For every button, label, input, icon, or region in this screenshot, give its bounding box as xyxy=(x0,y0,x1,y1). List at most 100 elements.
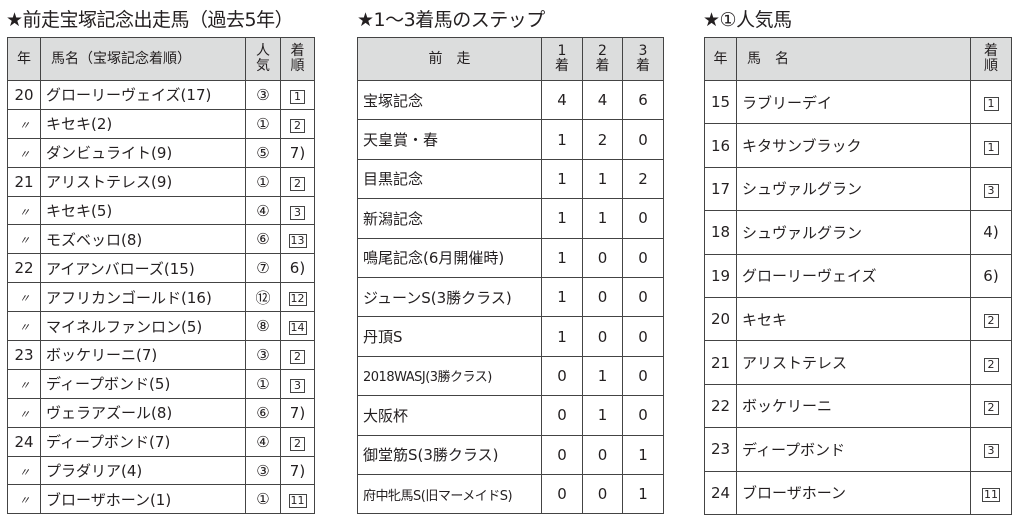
previous-race-cell-text: 御堂筋S(3勝クラス) xyxy=(363,446,499,465)
horse-name-cell: キセキ(5) xyxy=(40,195,246,226)
finish-cell: 2 xyxy=(280,340,315,370)
previous-race-cell: 2018WASJ(3勝クラス) xyxy=(357,355,542,397)
year-cell-text: 18 xyxy=(710,223,731,242)
year-cell-text: 〃 xyxy=(19,147,30,161)
popularity-cell: ③ xyxy=(245,80,281,110)
popularity-cell-text: ⑥ xyxy=(256,403,270,422)
year-cell-text: 〃 xyxy=(19,465,30,479)
second-count-cell: 0 xyxy=(582,276,623,318)
second-count-cell-text: 4 xyxy=(597,91,608,110)
popularity-cell: ① xyxy=(245,108,281,139)
table-row: 18 シュヴァルグラン 4) xyxy=(704,210,1012,255)
year-cell: 23 xyxy=(704,427,737,472)
second-count-cell-text: 1 xyxy=(597,169,608,188)
second-count-cell: 1 xyxy=(582,198,623,239)
popularity-cell: ⑫ xyxy=(245,282,281,313)
table-row: 新潟記念 1 1 0 xyxy=(357,198,664,239)
year-cell: 15 xyxy=(704,79,737,125)
finish-cell-text: 2 xyxy=(290,349,305,364)
finish-cell-text: 7) xyxy=(289,403,306,422)
popularity-cell: ⑦ xyxy=(245,253,281,284)
first-count-cell: 1 xyxy=(541,316,583,357)
popularity-cell-text: ① xyxy=(256,172,270,191)
previous-race-cell: 目黒記念 xyxy=(357,158,542,200)
finish-cell-text: 7) xyxy=(289,143,306,162)
third-count-cell: 1 xyxy=(622,473,664,515)
finish-cell: 2 xyxy=(970,383,1012,429)
horse-name-cell: ブローザホーン(1) xyxy=(40,484,246,515)
table-row: 〃 キセキ(5) ④ 3 xyxy=(7,195,315,226)
finish-cell-text: 11 xyxy=(288,494,307,509)
table-row: 〃 ブローザホーン(1) ① 11 xyxy=(7,484,315,515)
third-count-cell-text: 1 xyxy=(638,485,648,504)
previous-race-cell: 府中牝馬S(旧マーメイドS) xyxy=(357,473,542,515)
year-cell-text: 20 xyxy=(14,85,34,104)
second-count-cell: 0 xyxy=(582,473,623,515)
finish-cell: 7) xyxy=(280,137,315,168)
first-count-cell: 1 xyxy=(541,198,583,239)
year-cell-text: 22 xyxy=(710,396,731,415)
table-row: 21 アリストテレス 2 xyxy=(704,340,1012,385)
year-cell-text: 24 xyxy=(710,483,731,502)
finish-cell-text: 11 xyxy=(982,487,1000,502)
horse-name-cell-text: ボッケリーニ(7) xyxy=(46,346,158,365)
previous-race-cell: 丹頂S xyxy=(357,316,542,357)
horse-name-cell: シュヴァルグラン xyxy=(736,210,971,255)
horse-name-cell: グローリーヴェイズ(17) xyxy=(40,80,246,110)
table-row: 目黒記念 1 1 2 xyxy=(357,158,664,200)
first-count-cell: 1 xyxy=(541,158,583,200)
year-cell-text: 21 xyxy=(14,172,34,191)
previous-race-cell-text: 2018WASJ(3勝クラス) xyxy=(363,370,492,386)
year-cell: 〃 xyxy=(7,311,41,342)
second-count-cell-text: 1 xyxy=(597,366,608,385)
year-cell: 〃 xyxy=(7,137,41,168)
year-cell-text: 15 xyxy=(710,93,731,112)
popularity-cell: ③ xyxy=(245,455,281,486)
horse-name-cell-text: アリストテレス(9) xyxy=(46,173,173,192)
finish-cell: 2 xyxy=(280,426,315,457)
year-cell: 〃 xyxy=(7,368,41,399)
horse-name-cell: アイアンバローズ(15) xyxy=(40,253,246,284)
popularity-cell: ⑤ xyxy=(245,137,281,168)
header-horse-name: 馬名（宝塚記念着順） xyxy=(40,37,246,81)
year-cell: 〃 xyxy=(7,397,41,428)
finish-cell: 1 xyxy=(280,80,315,110)
year-cell: 22 xyxy=(704,383,737,429)
header-horse-name: 馬 名 xyxy=(736,37,971,81)
table-row: 22 アイアンバローズ(15) ⑦ 6) xyxy=(7,253,315,284)
year-cell-text: 〃 xyxy=(19,407,30,421)
popularity-cell: ⑥ xyxy=(245,224,281,255)
second-count-cell-text: 1 xyxy=(597,209,608,228)
previous-race-cell-text: 天皇賞・春 xyxy=(363,131,439,150)
header-popularity: 人 気 xyxy=(245,37,281,81)
second-count-cell: 4 xyxy=(582,79,623,121)
popularity-cell: ⑥ xyxy=(245,397,281,428)
first-count-cell: 1 xyxy=(541,276,583,318)
second-count-cell-text: 0 xyxy=(597,248,608,267)
table-row: 府中牝馬S(旧マーメイドS) 0 0 1 xyxy=(357,473,664,515)
third-count-cell: 0 xyxy=(622,276,664,318)
horse-name-cell: ディープボンド(7) xyxy=(40,426,246,457)
third-count-cell: 0 xyxy=(622,355,664,397)
previous-race-cell-text: 宝塚記念 xyxy=(363,91,424,110)
year-cell-text: 16 xyxy=(710,136,731,155)
third-count-cell-text: 0 xyxy=(638,209,648,228)
first-count-cell-text: 0 xyxy=(557,445,567,464)
popularity-cell: ④ xyxy=(245,426,281,457)
third-count-cell: 2 xyxy=(622,158,664,200)
first-count-cell: 0 xyxy=(541,395,583,436)
popularity-cell-text: ③ xyxy=(256,345,270,364)
year-cell-text: 19 xyxy=(710,266,731,285)
table-row: 23 ディープボンド 3 xyxy=(704,427,1012,472)
previous-race-cell: 天皇賞・春 xyxy=(357,119,542,160)
table-row: 19 グローリーヴェイズ 6) xyxy=(704,253,1012,298)
finish-cell-text: 7) xyxy=(289,461,306,480)
previous-race-cell: 宝塚記念 xyxy=(357,79,542,121)
second-count-cell: 1 xyxy=(582,395,623,436)
finish-cell: 13 xyxy=(280,224,315,255)
year-cell-text: 〃 xyxy=(19,321,30,335)
second-count-cell-text: 0 xyxy=(597,445,608,464)
year-cell: 18 xyxy=(704,210,737,255)
finish-cell: 1 xyxy=(970,79,1012,125)
previous-race-cell-text: 府中牝馬S(旧マーメイドS) xyxy=(363,488,513,504)
